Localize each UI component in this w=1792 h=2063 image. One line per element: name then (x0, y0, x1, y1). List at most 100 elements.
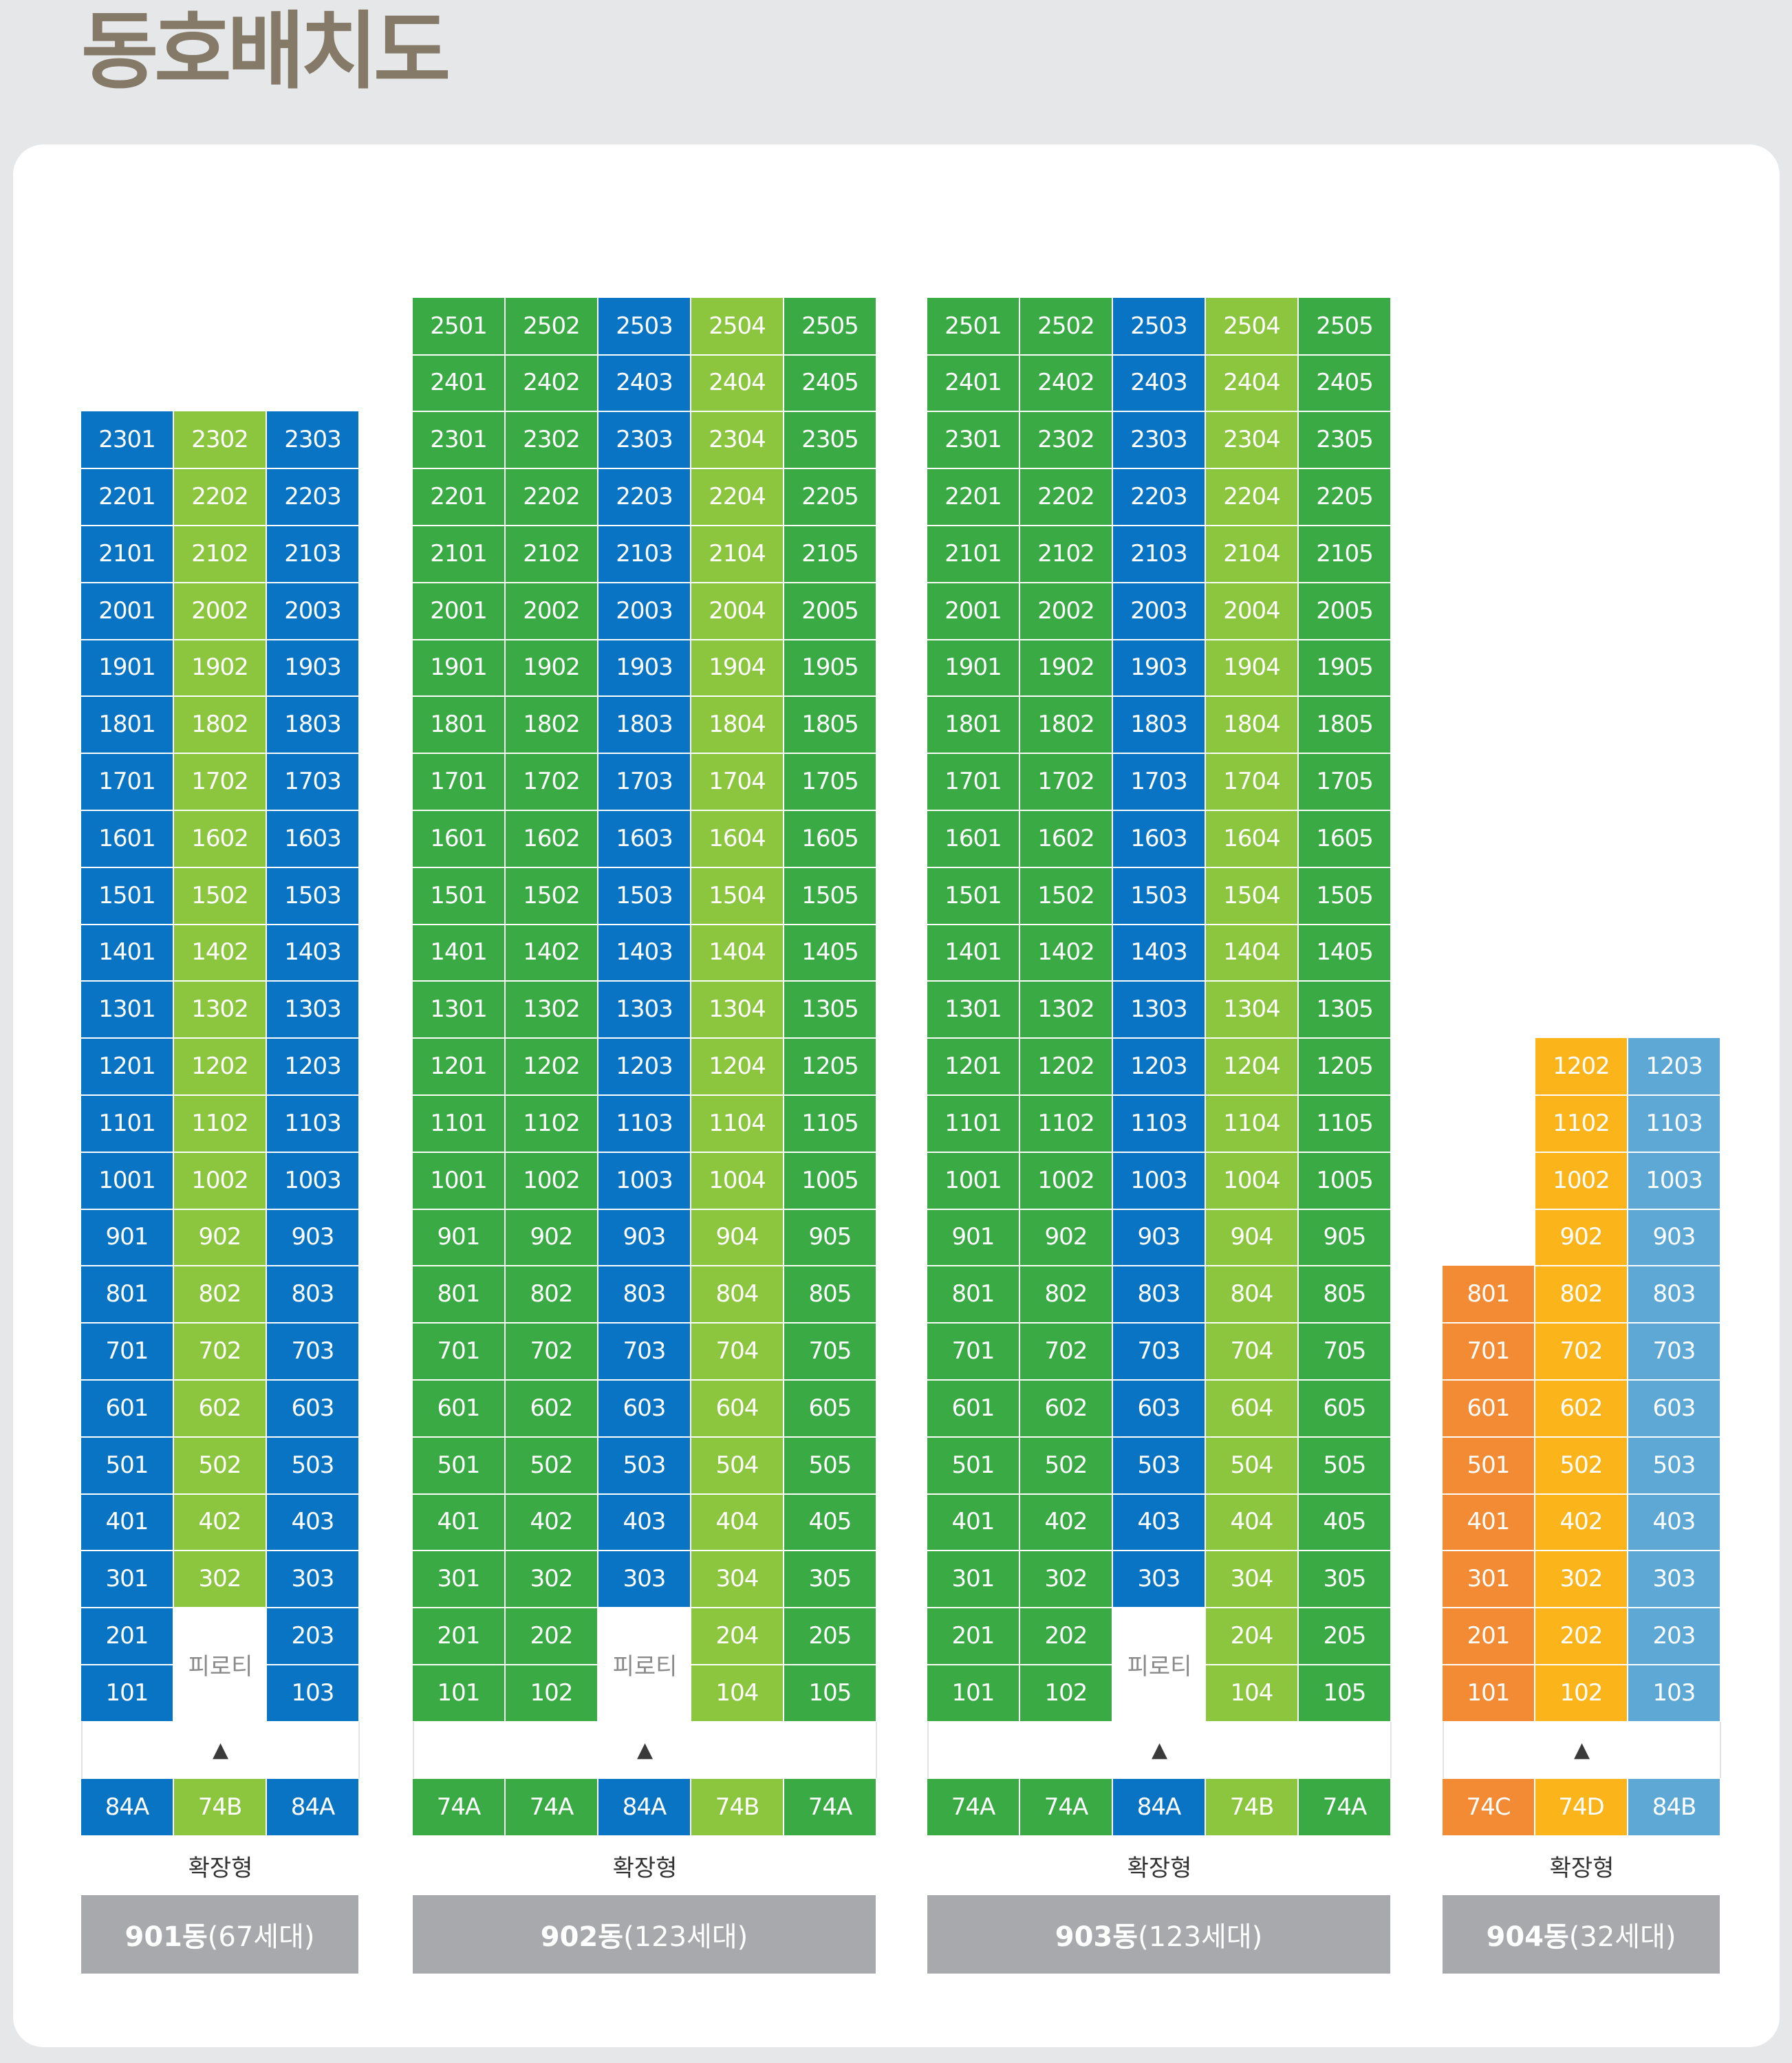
unit-cell[interactable]: 1101 (413, 1095, 506, 1153)
unit-cell[interactable]: 1303 (1113, 981, 1206, 1039)
unit-cell[interactable]: 2103 (1113, 526, 1206, 583)
unit-cell[interactable]: 801 (1443, 1266, 1535, 1324)
unit-cell[interactable]: 1903 (267, 639, 360, 698)
unit-cell[interactable]: 304 (691, 1551, 784, 1609)
unit-cell[interactable]: 1104 (1206, 1095, 1299, 1153)
unit-cell[interactable]: 202 (506, 1608, 598, 1665)
unit-cell[interactable]: 1203 (1113, 1038, 1206, 1096)
unit-cell[interactable]: 202 (1020, 1608, 1113, 1665)
unit-cell[interactable]: 2302 (506, 411, 598, 470)
unit-cell[interactable]: 1101 (81, 1095, 174, 1153)
unit-cell[interactable]: 902 (1020, 1209, 1113, 1267)
unit-cell[interactable]: 1904 (1206, 639, 1299, 698)
unit-cell[interactable]: 2004 (1206, 582, 1299, 640)
unit-cell[interactable]: 901 (81, 1209, 174, 1267)
unit-cell[interactable]: 201 (927, 1608, 1020, 1665)
unit-cell[interactable]: 1705 (784, 753, 877, 811)
unit-cell[interactable]: 402 (1020, 1493, 1113, 1552)
unit-cell[interactable]: 1103 (267, 1095, 360, 1153)
unit-cell[interactable]: 1403 (598, 924, 691, 982)
unit-cell[interactable]: 904 (1206, 1209, 1299, 1267)
unit-cell[interactable]: 2503 (1113, 297, 1206, 356)
unit-cell[interactable]: 701 (927, 1323, 1020, 1381)
unit-cell[interactable]: 603 (267, 1380, 360, 1438)
unit-cell[interactable]: 2201 (413, 468, 506, 526)
unit-cell[interactable]: 1803 (598, 696, 691, 755)
unit-cell[interactable]: 703 (1628, 1323, 1721, 1381)
unit-cell[interactable]: 904 (691, 1209, 784, 1267)
unit-cell[interactable]: 2002 (1020, 582, 1113, 640)
unit-cell[interactable]: 2401 (927, 354, 1020, 413)
unit-cell[interactable]: 104 (691, 1665, 784, 1722)
unit-cell[interactable]: 301 (413, 1551, 506, 1609)
unit-cell[interactable]: 2302 (174, 411, 267, 470)
unit-cell[interactable]: 203 (267, 1608, 360, 1665)
unit-cell[interactable]: 2302 (1020, 411, 1113, 470)
unit-cell[interactable]: 1602 (1020, 810, 1113, 868)
unit-cell[interactable]: 2504 (1206, 297, 1299, 356)
unit-cell[interactable]: 1401 (413, 924, 506, 982)
unit-cell[interactable]: 801 (927, 1266, 1020, 1324)
unit-cell[interactable]: 2005 (1299, 582, 1392, 640)
unit-cell[interactable]: 702 (506, 1323, 598, 1381)
unit-cell[interactable]: 1304 (691, 981, 784, 1039)
unit-cell[interactable]: 2105 (784, 526, 877, 583)
unit-cell[interactable]: 601 (1443, 1380, 1535, 1438)
unit-cell[interactable]: 1202 (1020, 1038, 1113, 1096)
unit-cell[interactable]: 1502 (1020, 867, 1113, 925)
unit-cell[interactable]: 502 (1020, 1436, 1113, 1495)
unit-cell[interactable]: 803 (267, 1266, 360, 1324)
unit-cell[interactable]: 1503 (1113, 867, 1206, 925)
unit-cell[interactable]: 1205 (784, 1038, 877, 1096)
unit-cell[interactable]: 1601 (81, 810, 174, 868)
unit-cell[interactable]: 205 (784, 1608, 877, 1665)
unit-cell[interactable]: 2203 (598, 468, 691, 526)
unit-cell[interactable]: 1305 (1299, 981, 1392, 1039)
unit-cell[interactable]: 1004 (1206, 1152, 1299, 1210)
unit-cell[interactable]: 2004 (691, 582, 784, 640)
unit-cell[interactable]: 1203 (598, 1038, 691, 1096)
unit-cell[interactable]: 1503 (598, 867, 691, 925)
unit-cell[interactable]: 2101 (81, 526, 174, 583)
unit-cell[interactable]: 702 (1535, 1323, 1628, 1381)
unit-cell[interactable]: 1801 (927, 696, 1020, 755)
unit-cell[interactable]: 1804 (691, 696, 784, 755)
unit-cell[interactable]: 1703 (267, 753, 360, 811)
unit-cell[interactable]: 605 (1299, 1380, 1392, 1438)
unit-cell[interactable]: 605 (784, 1380, 877, 1438)
unit-cell[interactable]: 1902 (174, 639, 267, 698)
unit-cell[interactable]: 1004 (691, 1152, 784, 1210)
unit-cell[interactable]: 1505 (784, 867, 877, 925)
unit-cell[interactable]: 2201 (81, 468, 174, 526)
unit-cell[interactable]: 602 (506, 1380, 598, 1438)
unit-cell[interactable]: 2102 (174, 526, 267, 583)
unit-cell[interactable]: 1503 (267, 867, 360, 925)
unit-cell[interactable]: 503 (1113, 1436, 1206, 1495)
unit-cell[interactable]: 1105 (1299, 1095, 1392, 1153)
unit-cell[interactable]: 2305 (784, 411, 877, 470)
unit-cell[interactable]: 805 (784, 1266, 877, 1324)
unit-cell[interactable]: 1601 (413, 810, 506, 868)
unit-cell[interactable]: 1504 (1206, 867, 1299, 925)
unit-cell[interactable]: 1403 (1113, 924, 1206, 982)
unit-cell[interactable]: 2205 (784, 468, 877, 526)
unit-cell[interactable]: 702 (1020, 1323, 1113, 1381)
unit-cell[interactable]: 505 (1299, 1436, 1392, 1495)
unit-cell[interactable]: 302 (506, 1551, 598, 1609)
unit-cell[interactable]: 504 (691, 1436, 784, 1495)
unit-cell[interactable]: 2105 (1299, 526, 1392, 583)
unit-cell[interactable]: 905 (1299, 1209, 1392, 1267)
unit-cell[interactable]: 2104 (1206, 526, 1299, 583)
unit-cell[interactable]: 702 (174, 1323, 267, 1381)
unit-cell[interactable]: 1604 (1206, 810, 1299, 868)
unit-cell[interactable]: 2505 (784, 297, 877, 356)
unit-cell[interactable]: 601 (81, 1380, 174, 1438)
unit-cell[interactable]: 1302 (174, 981, 267, 1039)
unit-cell[interactable]: 1002 (1020, 1152, 1113, 1210)
unit-cell[interactable]: 401 (413, 1493, 506, 1552)
unit-cell[interactable]: 2502 (506, 297, 598, 356)
unit-cell[interactable]: 1804 (1206, 696, 1299, 755)
unit-cell[interactable]: 2404 (691, 354, 784, 413)
unit-cell[interactable]: 604 (1206, 1380, 1299, 1438)
unit-cell[interactable]: 2404 (1206, 354, 1299, 413)
